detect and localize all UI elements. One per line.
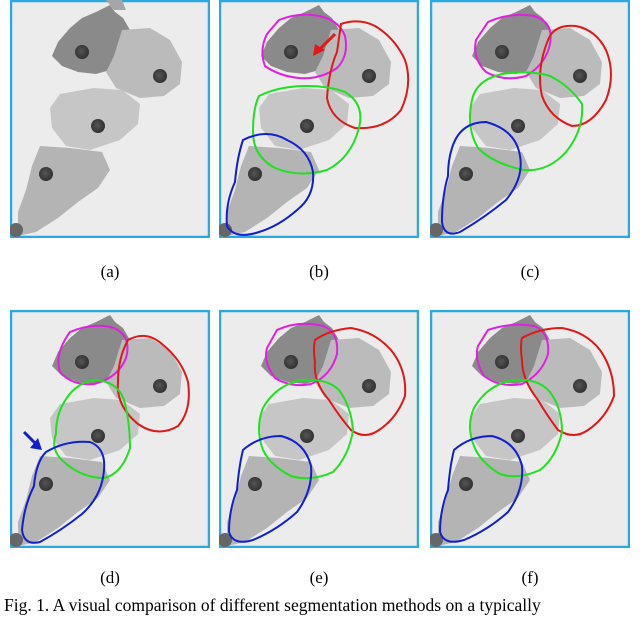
- figure-caption: Fig. 1. A visual comparison of different…: [4, 595, 541, 615]
- blue-contour: [438, 434, 524, 543]
- panel-d: [10, 310, 210, 548]
- green-contour: [469, 71, 584, 172]
- blue-contour: [440, 120, 522, 235]
- nucleus: [153, 69, 167, 83]
- nucleus: [10, 223, 23, 237]
- panel-a: [10, 0, 210, 238]
- green-contour: [53, 378, 132, 480]
- cell-image-b: [219, 0, 419, 238]
- panel-label-d: (d): [100, 568, 120, 587]
- panel-label-f: (f): [521, 568, 539, 587]
- nucleus: [39, 167, 53, 181]
- green-contour: [469, 378, 564, 478]
- blue-contour: [227, 434, 313, 543]
- magenta-contour: [57, 324, 129, 386]
- panel-f: [430, 310, 630, 548]
- red-contour: [116, 334, 190, 433]
- panel-label-a: (a): [100, 262, 120, 281]
- panel-c: [430, 0, 630, 238]
- blue-contour: [20, 440, 106, 544]
- red-arrow: [313, 32, 337, 56]
- blue-contour: [225, 133, 315, 236]
- red-contour: [520, 326, 616, 436]
- panel-label-b: (b): [309, 262, 329, 281]
- panel-label-e: (e): [309, 568, 329, 587]
- cell-image-a: [10, 0, 210, 238]
- panel-b: [219, 0, 419, 238]
- cell-image-d: [10, 310, 210, 548]
- cell-cluster: [10, 0, 182, 237]
- nucleus: [75, 45, 89, 59]
- cell-image-c: [430, 0, 630, 238]
- cell-image-e: [219, 310, 419, 548]
- panel-label-c: (c): [520, 262, 540, 281]
- magenta-contour: [265, 322, 339, 387]
- red-contour: [325, 20, 410, 130]
- cell-image-f: [430, 310, 630, 548]
- panel-e: [219, 310, 419, 548]
- green-contour: [258, 378, 355, 480]
- red-contour: [539, 24, 612, 128]
- magenta-contour: [261, 13, 347, 80]
- red-contour: [313, 326, 407, 436]
- magenta-contour: [475, 323, 550, 386]
- blue-arrow: [22, 430, 42, 450]
- nucleus: [91, 119, 105, 133]
